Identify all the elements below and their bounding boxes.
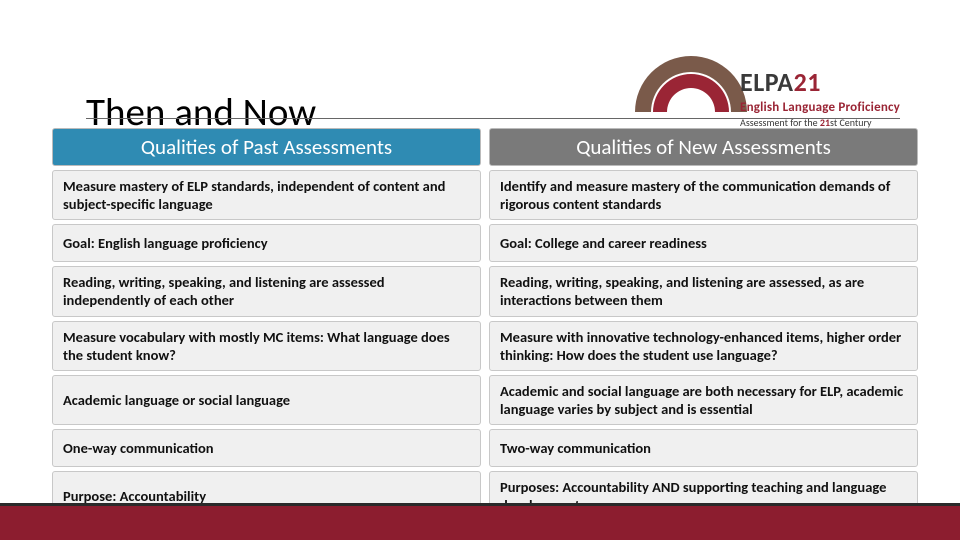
- new-cell: Reading, writing, speaking, and listenin…: [489, 266, 918, 316]
- past-cell: Measure vocabulary with mostly MC items:…: [52, 321, 481, 371]
- header-underline: [86, 118, 900, 119]
- logo-text: ELPA21 English Language Proficiency Asse…: [740, 66, 900, 129]
- logo-brand: ELPA21: [740, 66, 900, 98]
- new-cell: Identify and measure mastery of the comm…: [489, 170, 918, 220]
- table-row: Measure mastery of ELP standards, indepe…: [52, 170, 918, 220]
- new-cell: Academic and social language are both ne…: [489, 375, 918, 425]
- past-cell: Goal: English language proficiency: [52, 224, 481, 262]
- new-cell: Measure with innovative technology-enhan…: [489, 321, 918, 371]
- arch-icon: [631, 52, 751, 120]
- new-cell: Goal: College and career readiness: [489, 224, 918, 262]
- logo-brand-accent: 21: [794, 66, 821, 98]
- past-cell: One-way communication: [52, 429, 481, 467]
- table-row: Measure vocabulary with mostly MC items:…: [52, 321, 918, 371]
- table-row: Goal: English language proficiency Goal:…: [52, 224, 918, 262]
- footer-bar: [0, 506, 960, 540]
- col-header-new: Qualities of New Assessments: [489, 128, 918, 166]
- logo-brand-main: ELPA: [740, 66, 794, 98]
- comparison-table: Qualities of Past Assessments Qualities …: [52, 128, 918, 525]
- past-cell: Reading, writing, speaking, and listenin…: [52, 266, 481, 316]
- col-header-past: Qualities of Past Assessments: [52, 128, 481, 166]
- new-cell: Two-way communication: [489, 429, 918, 467]
- past-cell: Academic language or social language: [52, 375, 481, 425]
- table-row: Reading, writing, speaking, and listenin…: [52, 266, 918, 316]
- table-header-row: Qualities of Past Assessments Qualities …: [52, 128, 918, 166]
- table-row: Academic language or social language Aca…: [52, 375, 918, 425]
- past-cell: Measure mastery of ELP standards, indepe…: [52, 170, 481, 220]
- table-row: One-way communication Two-way communicat…: [52, 429, 918, 467]
- slide: Then and Now ELPA21 English Language Pro…: [0, 0, 960, 540]
- logo-line2: English Language Proficiency: [740, 100, 900, 115]
